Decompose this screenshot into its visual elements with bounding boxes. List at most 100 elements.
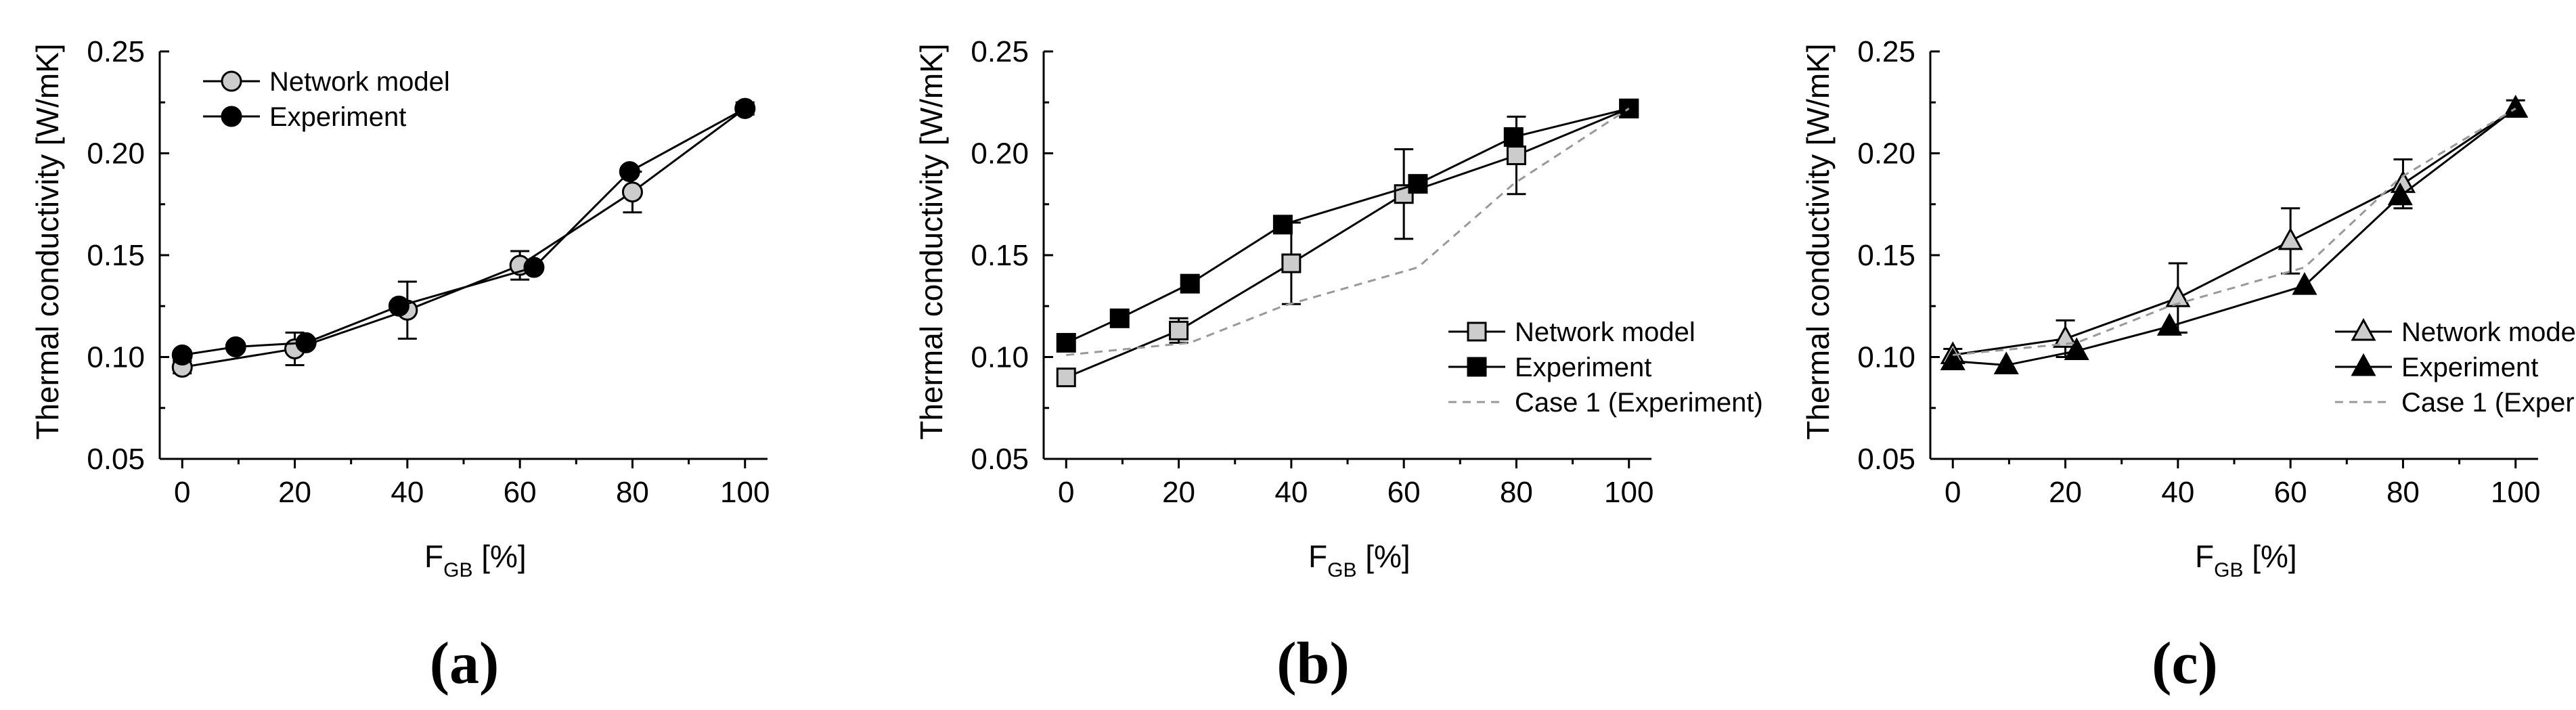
- x-axis-label-main-b: F: [1308, 539, 1327, 574]
- series-a-1-point: [295, 332, 317, 353]
- legend-b-1-label: Experiment: [1515, 353, 1651, 382]
- legend-b-2-label: Case 1 (Experiment): [1515, 388, 1763, 418]
- x-axis-label-sub-a: GB: [443, 559, 472, 581]
- series-a-1-point: [171, 344, 193, 365]
- y-tick-label-b: 0.10: [971, 341, 1029, 374]
- series-a-1-point: [619, 161, 640, 183]
- x-axis-label-b: FGB [%]: [1308, 539, 1411, 581]
- legend-a-0-marker: [221, 70, 242, 92]
- x-axis-label-sub-c: GB: [2214, 559, 2243, 581]
- y-tick-label-c: 0.15: [1857, 239, 1915, 272]
- series-c-1-point: [2387, 182, 2413, 206]
- x-tick-label-a: 40: [391, 476, 424, 509]
- legend-a-1-marker: [221, 106, 242, 127]
- series-b-1-point: [1180, 273, 1200, 294]
- panel-label-b: (b): [1276, 631, 1350, 696]
- series-b-0-line: [1065, 107, 1630, 378]
- series-a-0-line: [182, 108, 746, 369]
- series-a-1-point: [388, 295, 409, 317]
- x-axis-label-unit-b: [%]: [1356, 539, 1410, 574]
- series-c-0-point: [2278, 227, 2303, 250]
- x-tick-label-c: 60: [2274, 476, 2307, 509]
- chart-a: 0.05 0.10 0.15 0.20 0.25 0 20 40 60 80 100 Thermal …: [30, 35, 770, 581]
- chart-b: 0.05 0.10 0.15 0.20 0.25 0 20 40 60 80 100 Thermal …: [914, 35, 1763, 581]
- y-tick-label-c: 0.05: [1857, 443, 1915, 476]
- legend-b-0-label: Network model: [1515, 317, 1695, 347]
- legend-c-0-label: Network model: [2401, 317, 2576, 347]
- y-axis-label-a: Thermal conductivity [W/mK]: [30, 43, 65, 439]
- y-tick-label-a: 0.25: [87, 35, 145, 68]
- x-axis-label-main-a: F: [424, 539, 443, 574]
- series-b-1-point: [1408, 174, 1428, 194]
- series-b-0-point: [1281, 253, 1302, 273]
- series-b-1-point: [1503, 127, 1524, 147]
- series-c-1-point: [2292, 272, 2317, 295]
- series-c-1-point: [1993, 351, 2019, 375]
- x-tick-label-a: 60: [504, 476, 537, 509]
- series-c-2-line: [1953, 107, 2516, 356]
- legend-b-0-marker: [1467, 321, 1487, 342]
- legend-a-0-label: Network model: [269, 67, 450, 97]
- series-c-1-point: [2503, 95, 2529, 118]
- y-tick-label-a: 0.15: [87, 239, 145, 272]
- series-b-0-point: [1169, 320, 1189, 340]
- series-c-0-line: [1953, 108, 2516, 356]
- series-c-1-point: [2156, 313, 2182, 336]
- chart-c: 0.05 0.10 0.15 0.20 0.25 0 20 40 60 80 100 Thermal …: [1800, 35, 2576, 581]
- x-tick-label-a: 100: [720, 476, 770, 509]
- x-tick-label-c: 100: [2491, 476, 2540, 509]
- series-b-0-point: [1506, 146, 1526, 166]
- x-axis-label-unit-c: [%]: [2243, 539, 2296, 574]
- x-tick-label-c: 0: [1945, 476, 1961, 509]
- y-tick-label-a: 0.20: [87, 137, 145, 171]
- y-tick-label-b: 0.15: [971, 239, 1029, 272]
- series-b-2-line: [1066, 108, 1630, 356]
- x-axis-label-a: FGB [%]: [424, 539, 527, 581]
- x-tick-label-a: 80: [616, 476, 649, 509]
- legend-c-2-label: Case 1 (Experiment): [2401, 388, 2576, 418]
- series-b-1-point: [1109, 308, 1130, 328]
- y-tick-label-b: 0.20: [971, 137, 1029, 171]
- y-axis-label-c: Thermal conductivity [W/mK]: [1800, 43, 1836, 439]
- x-tick-label-c: 40: [2161, 476, 2194, 509]
- y-tick-label-c: 0.25: [1857, 35, 1915, 68]
- x-tick-label-c: 80: [2386, 476, 2420, 509]
- series-c-1-point: [2064, 337, 2089, 360]
- series-c-1-point: [1940, 347, 1966, 371]
- legend-c-1-label: Experiment: [2401, 353, 2538, 382]
- series-a-1-line: [182, 107, 746, 356]
- x-axis-label-unit-a: [%]: [472, 539, 526, 574]
- panel-label-a: (a): [429, 631, 499, 696]
- x-axis-label-c: FGB [%]: [2195, 539, 2297, 581]
- y-tick-label-a: 0.05: [87, 443, 145, 476]
- series-c-0-point: [2165, 284, 2191, 307]
- x-tick-label-b: 20: [1162, 476, 1195, 509]
- y-axis-label-b: Thermal conductivity [W/mK]: [914, 43, 949, 439]
- y-tick-label-b: 0.25: [971, 35, 1029, 68]
- x-tick-label-b: 100: [1604, 476, 1653, 509]
- y-tick-label-c: 0.10: [1857, 341, 1915, 374]
- x-tick-label-a: 0: [174, 476, 190, 509]
- series-a-1-point: [523, 257, 545, 278]
- series-a-1-point: [225, 336, 246, 357]
- series-b-1-point: [1272, 215, 1293, 235]
- series-c-0-point: [2053, 325, 2079, 348]
- x-axis-label-main-c: F: [2195, 539, 2214, 574]
- x-tick-label-b: 0: [1058, 476, 1074, 509]
- y-tick-label-b: 0.05: [971, 443, 1029, 476]
- legend-c-1-marker: [2351, 353, 2376, 376]
- y-tick-label-a: 0.10: [87, 341, 145, 374]
- x-axis-label-sub-b: GB: [1327, 559, 1356, 581]
- x-tick-label-b: 60: [1387, 476, 1421, 509]
- series-a-1-point: [734, 97, 756, 119]
- y-tick-label-c: 0.20: [1857, 137, 1915, 171]
- x-tick-label-a: 20: [278, 476, 311, 509]
- x-tick-label-b: 40: [1274, 476, 1308, 509]
- series-b-0-point: [1056, 368, 1076, 388]
- legend-a-1-label: Experiment: [269, 102, 406, 132]
- legend-b-1-marker: [1467, 357, 1487, 377]
- legend-c-0-marker: [2351, 317, 2376, 341]
- x-tick-label-b: 80: [1500, 476, 1533, 509]
- x-tick-label-c: 20: [2049, 476, 2082, 509]
